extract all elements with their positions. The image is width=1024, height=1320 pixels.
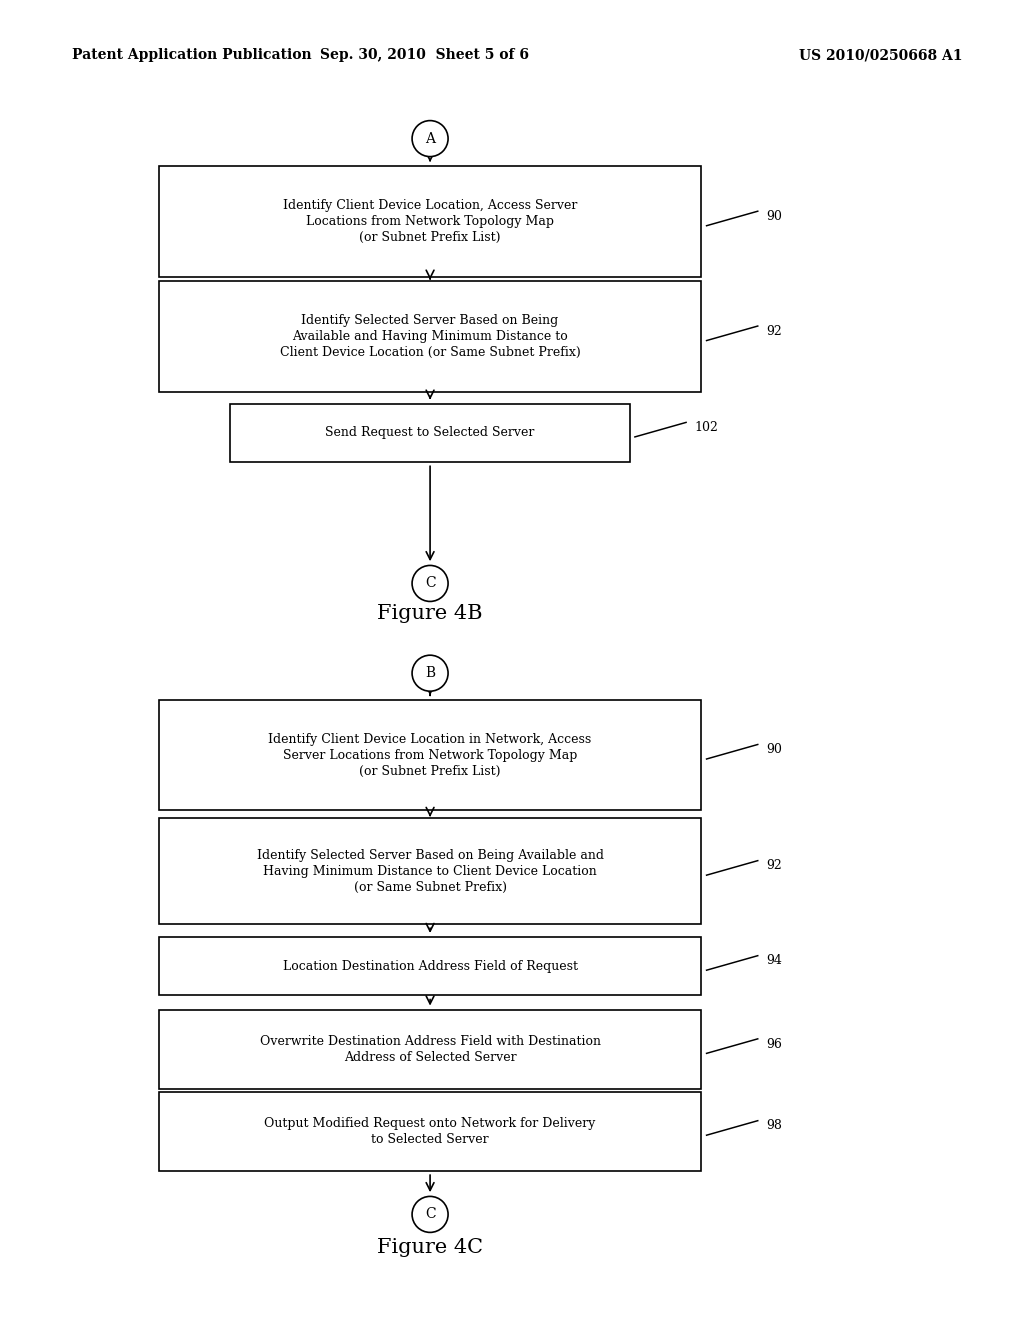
Text: A: A [425,132,435,145]
Text: 90: 90 [766,743,782,756]
Text: 94: 94 [766,954,782,968]
Bar [159,166,701,277]
Bar [159,281,701,392]
Bar [159,818,701,924]
Text: 96: 96 [766,1038,782,1051]
Bar [159,937,701,995]
Text: B: B [425,667,435,680]
Text: Output Modified Request onto Network for Delivery
to Selected Server: Output Modified Request onto Network for… [264,1117,596,1146]
Ellipse shape [412,655,449,692]
Ellipse shape [412,565,449,602]
Ellipse shape [412,1196,449,1233]
Bar [159,1010,701,1089]
Text: Identify Client Device Location in Network, Access
Server Locations from Network: Identify Client Device Location in Netwo… [268,733,592,777]
Text: Patent Application Publication: Patent Application Publication [72,49,311,62]
Text: Identify Selected Server Based on Being Available and
Having Minimum Distance to: Identify Selected Server Based on Being … [257,849,603,894]
Text: 102: 102 [694,421,718,434]
Text: Figure 4C: Figure 4C [377,1238,483,1257]
Text: US 2010/0250668 A1: US 2010/0250668 A1 [799,49,963,62]
Bar [159,1092,701,1171]
Bar [230,404,630,462]
Text: Identify Client Device Location, Access Server
Locations from Network Topology M: Identify Client Device Location, Access … [283,199,578,244]
Text: Send Request to Selected Server: Send Request to Selected Server [326,426,535,440]
Ellipse shape [412,120,449,157]
Text: C: C [425,577,435,590]
Text: Sep. 30, 2010  Sheet 5 of 6: Sep. 30, 2010 Sheet 5 of 6 [321,49,529,62]
Text: 92: 92 [766,859,781,873]
Bar [159,700,701,810]
Text: Location Destination Address Field of Request: Location Destination Address Field of Re… [283,960,578,973]
Text: 92: 92 [766,325,781,338]
Text: Identify Selected Server Based on Being
Available and Having Minimum Distance to: Identify Selected Server Based on Being … [280,314,581,359]
Text: Figure 4B: Figure 4B [377,605,483,623]
Text: 90: 90 [766,210,782,223]
Text: C: C [425,1208,435,1221]
Text: 98: 98 [766,1119,782,1133]
Text: Overwrite Destination Address Field with Destination
Address of Selected Server: Overwrite Destination Address Field with… [259,1035,601,1064]
